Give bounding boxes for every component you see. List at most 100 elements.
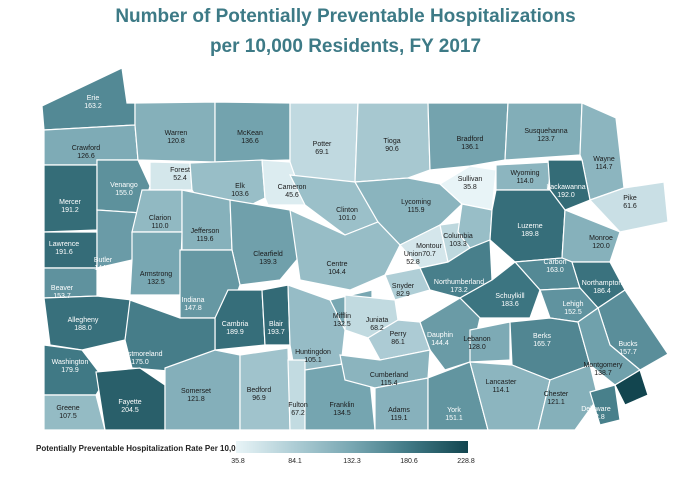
county-value: 103.6 (231, 191, 249, 198)
county-label: Monroe 120.0 (589, 235, 613, 250)
county-name: Bedford (247, 387, 272, 394)
county-name: Adams (388, 407, 410, 414)
county-value: 105.1 (304, 357, 322, 364)
county-value: 191.6 (55, 249, 73, 256)
county-label: Fayette 204.5 (118, 399, 141, 414)
county-value: 188.0 (74, 325, 92, 332)
county-value: 191.2 (61, 207, 79, 214)
county-value: 90.6 (385, 146, 399, 153)
county-value: 103.3 (449, 241, 467, 248)
county-label: Snyder 82.9 (392, 283, 415, 298)
county-label: Lebanon 128.0 (463, 336, 490, 351)
county-value: 147.8 (184, 305, 202, 312)
county-label: Northumberland 173.2 (434, 279, 484, 294)
county-name: Lebanon (463, 336, 490, 343)
county-name: Snyder (392, 283, 415, 290)
county-name: Franklin (330, 402, 355, 409)
county-name: Luzerne (517, 223, 542, 230)
county-value: 132.5 (147, 279, 165, 286)
county-value: 183.6 (501, 301, 519, 308)
county-label: Lycoming 115.9 (401, 199, 431, 214)
county-value: 114.7 (596, 164, 613, 171)
county-value: 136.6 (241, 138, 259, 145)
county-name: Clearfield (253, 251, 283, 258)
county-value: 119.1 (391, 415, 408, 422)
county-label: McKean 136.6 (237, 130, 263, 145)
county-value: 70.7 (422, 251, 436, 258)
county-label: Clinton 101.0 (336, 207, 358, 222)
county-name: Washington (52, 359, 89, 366)
county-label: Forest 52.4 (170, 167, 190, 182)
legend-tick: 35.8 (231, 458, 245, 465)
county-value: 96.9 (252, 395, 266, 402)
county-name: Warren (165, 130, 188, 137)
county-value: 115.4 (381, 380, 398, 387)
county-label: Greene 107.5 (56, 405, 79, 420)
county-label: Bucks 157.7 (618, 341, 638, 356)
county-label: Clearfield 139.3 (253, 251, 283, 266)
county-lebanon (469, 321, 511, 363)
county-value: 52.4 (173, 175, 187, 182)
county-value: 179.9 (61, 367, 79, 374)
county-name: Lehigh (562, 301, 583, 308)
county-value: 114.0 (517, 178, 534, 185)
county-value: 101.0 (338, 215, 356, 222)
county-value: 173.2 (450, 287, 468, 294)
county-label: Bedford 96.9 (247, 387, 272, 402)
county-label: Montour 70.7 (416, 243, 442, 258)
county-value: 163.2 (84, 103, 102, 110)
county-label: Delaware 172.8 (581, 406, 611, 421)
county-tioga (354, 102, 431, 183)
county-lackawanna (547, 159, 591, 211)
county-name: Indiana (182, 297, 205, 304)
legend-tick: 228.8 (457, 458, 475, 465)
county-value: 61.6 (623, 203, 637, 210)
county-value: 126.6 (77, 153, 95, 160)
county-label: Carbon 163.0 (544, 259, 567, 274)
county-value: 69.1 (315, 149, 329, 156)
county-name: Bradford (457, 136, 484, 143)
county-label: Mifflin 132.5 (333, 313, 351, 328)
county-label: Blair 193.7 (267, 321, 285, 336)
county-name: Carbon (544, 259, 567, 266)
county-label: Indiana 147.8 (182, 297, 205, 312)
map-title-line2: per 10,000 Residents, FY 2017 (209, 36, 482, 57)
county-label: Susquehanna 123.7 (524, 128, 567, 143)
county-name: Dauphin (427, 332, 453, 339)
county-name: Centre (326, 261, 347, 268)
county-label: Beaver 153.7 (51, 285, 74, 300)
county-name: Allegheny (68, 317, 99, 324)
county-label: Lehigh 152.5 (562, 301, 583, 316)
county-value: 144.4 (431, 340, 449, 347)
county-value: 134.5 (333, 410, 351, 417)
county-bradford (427, 102, 509, 171)
county-value: 35.8 (463, 184, 477, 191)
county-name: Berks (533, 333, 551, 340)
county-chester (537, 364, 599, 431)
county-name: Columbia (443, 233, 473, 240)
county-label: Union 52.8 (404, 251, 422, 266)
county-label: Philadelphia 228.8 (626, 407, 664, 422)
county-name: Delaware (581, 406, 611, 413)
county-label: Sullivan 35.8 (458, 176, 483, 191)
county-name: Northampton (582, 280, 623, 287)
county-name: Mercer (59, 199, 81, 206)
county-name: Wyoming (510, 170, 539, 177)
county-value: 163.0 (546, 267, 564, 274)
county-value: 175.0 (131, 359, 149, 366)
county-label: Adams 119.1 (388, 407, 410, 422)
county-philadelphia (614, 369, 649, 406)
county-label: Lancaster 114.1 (486, 379, 517, 394)
county-value: 120.0 (592, 243, 610, 250)
county-name: Lackawanna (546, 184, 585, 191)
county-cambria (214, 289, 266, 351)
county-name: Bucks (618, 341, 638, 348)
county-value: 151.1 (445, 415, 463, 422)
county-name: Union (404, 251, 422, 258)
legend-label: Potentially Preventable Hospitalization … (36, 444, 245, 453)
county-value: 107.5 (59, 413, 77, 420)
county-label: Franklin 134.5 (330, 402, 355, 417)
county-name: Chester (544, 391, 569, 398)
county-name: Forest (170, 167, 190, 174)
